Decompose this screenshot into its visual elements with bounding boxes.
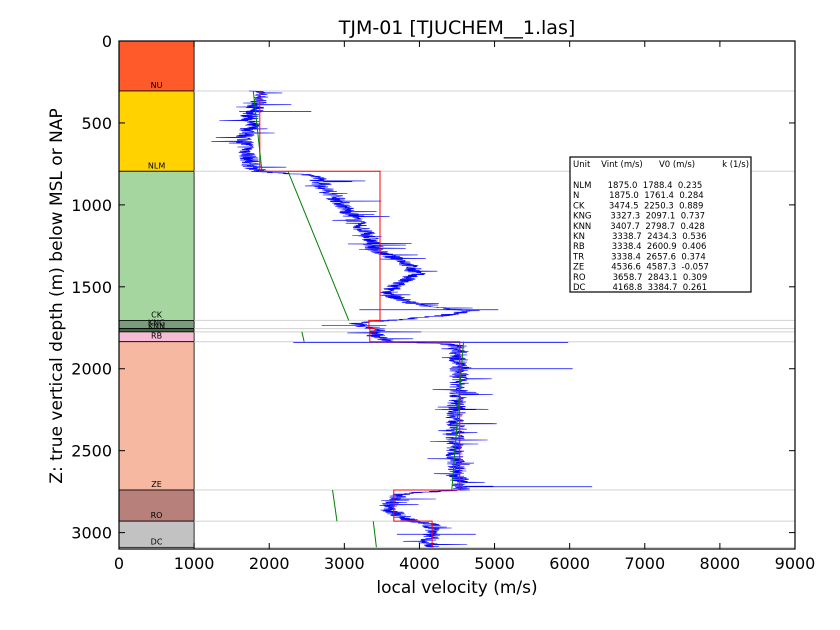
- y-tick-label: 1500: [71, 278, 112, 297]
- y-tick-label: 500: [81, 114, 112, 133]
- x-tick-label: 2000: [249, 554, 290, 573]
- chart-title: TJM-01 [TJUCHEM__1.las]: [338, 17, 576, 39]
- x-axis-title: local velocity (m/s): [376, 578, 537, 598]
- unit-label-rb: RB: [151, 332, 162, 341]
- linear-model-segment-6: [372, 521, 377, 548]
- x-tick-label: 8000: [700, 554, 741, 573]
- linear-model-segment-5: [332, 489, 338, 522]
- parameter-table-row: ZE 4536.6 4587.3 -0.057: [573, 263, 709, 273]
- parameter-table-row: NLM 1875.0 1788.4 0.235: [573, 181, 702, 191]
- linear-model-segment-4: [451, 341, 465, 491]
- unit-block-nlm: [118, 90, 195, 172]
- unit-label-ck: CK: [151, 310, 163, 319]
- log-velocity-series: [211, 90, 497, 548]
- y-tick-label: 3000: [71, 524, 112, 543]
- x-tick-label: 0: [114, 554, 124, 573]
- linear-model-segment-3: [301, 331, 305, 342]
- unit-label-ro: RO: [151, 511, 163, 520]
- parameter-table-row: KN 3338.7 2434.3 0.536: [573, 232, 707, 242]
- unit-label-dc: DC: [151, 537, 163, 546]
- parameter-table-row: KNG 3327.3 2097.1 0.737: [573, 212, 705, 222]
- parameter-table-row: N 1875.0 1761.4 0.284: [573, 191, 704, 201]
- parameter-table-row: RB 3338.4 2600.9 0.406: [573, 242, 706, 252]
- plot-frame: [118, 40, 796, 550]
- parameter-table-box: [569, 156, 752, 293]
- unit-block-ze: [118, 341, 195, 491]
- x-tick-label: 7000: [624, 554, 665, 573]
- interval-velocity-series: [259, 91, 461, 548]
- linear-model-segment-0: [252, 90, 263, 172]
- y-axis-title: Z: true vertical depth (m) below MSL or …: [47, 108, 67, 483]
- y-tick-label: 2000: [71, 360, 112, 379]
- unit-label-ze: ZE: [151, 480, 162, 489]
- parameter-table-row: TR 3338.4 2657.6 0.374: [572, 252, 706, 262]
- x-tick-label: 5000: [474, 554, 515, 573]
- unit-label-knn: KNN: [148, 322, 165, 331]
- x-tick-label: 4000: [399, 554, 440, 573]
- linear-model-segment-1: [287, 171, 350, 321]
- parameter-table-row: CK 3474.5 2250.3 0.889: [573, 201, 703, 211]
- parameter-table-row: RO 3658.7 2843.1 0.309: [573, 273, 707, 283]
- y-tick-label: 2500: [71, 442, 112, 461]
- x-tick-label: 3000: [324, 554, 365, 573]
- unit-label-kng: KNG: [148, 319, 165, 328]
- x-tick-label: 1000: [174, 554, 215, 573]
- unit-label-nu: NU: [151, 81, 163, 90]
- unit-label-nlm: NLM: [148, 161, 165, 170]
- parameter-table-header: Unit Vint (m/s) V0 (m/s) k (1/s): [573, 160, 749, 170]
- unit-block-nu: [118, 40, 195, 92]
- unit-block-ck: [118, 170, 195, 321]
- unit-block-ro: [118, 489, 195, 522]
- x-tick-label: 6000: [549, 554, 590, 573]
- x-tick-label: 9000: [775, 554, 816, 573]
- y-tick-label: 1000: [71, 196, 112, 215]
- parameter-table-row: KNN 3407.7 2798.7 0.428: [573, 222, 705, 232]
- parameter-table-row: DC 4168.8 3384.7 0.261: [573, 283, 707, 293]
- linear-model-segment-2: [369, 328, 371, 332]
- y-tick-label: 0: [102, 32, 112, 51]
